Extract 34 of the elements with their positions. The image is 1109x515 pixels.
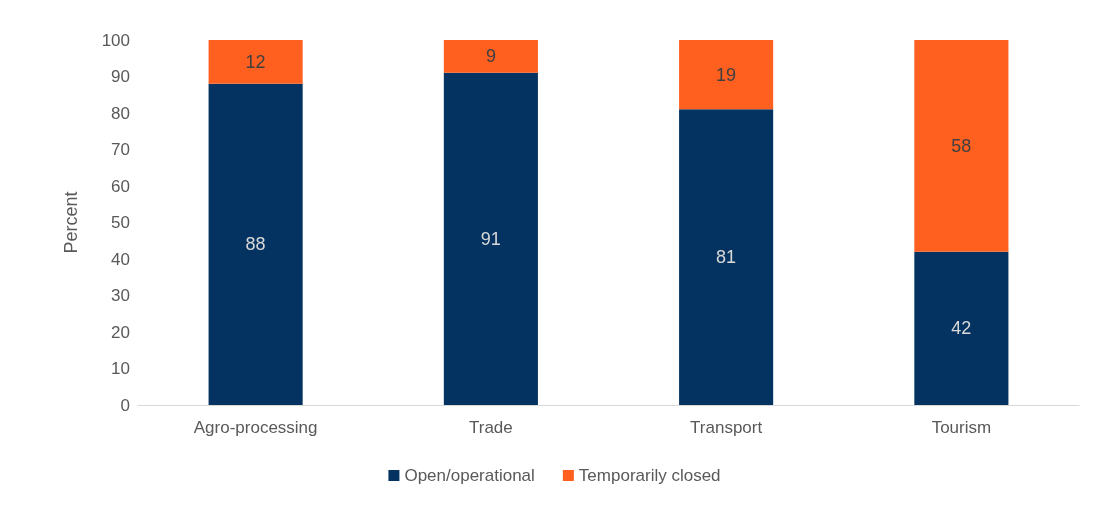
x-tick-label: Transport (690, 418, 763, 437)
y-tick-label: 100 (101, 30, 130, 50)
bar (443, 72, 538, 405)
bar (679, 40, 774, 110)
legend-label: Open/operational (404, 466, 535, 485)
x-tick-label: Trade (468, 418, 513, 437)
y-tick-label: 40 (111, 249, 130, 269)
bar (208, 40, 303, 84)
bar (679, 109, 774, 405)
bar (443, 40, 538, 73)
x-tick-label: Tourism (931, 418, 992, 437)
bar (914, 251, 1009, 405)
legend-label: Temporarily closed (578, 466, 721, 485)
bar (914, 40, 1009, 252)
y-tick-label: 80 (111, 103, 130, 123)
data-label: 9 (485, 46, 496, 67)
y-tick-label: 0 (120, 395, 130, 415)
data-label: 19 (716, 64, 737, 85)
data-label: 81 (716, 247, 737, 268)
data-label: 88 (245, 234, 266, 255)
y-tick-label: 20 (111, 322, 130, 342)
y-tick-label: 70 (111, 140, 130, 159)
bar (208, 83, 303, 405)
y-tick-label: 90 (111, 67, 130, 86)
data-label: 91 (480, 228, 501, 249)
y-tick-label: 60 (111, 176, 130, 196)
y-tick-label: 50 (111, 213, 130, 232)
data-label: 58 (951, 135, 972, 156)
data-label: 12 (245, 51, 266, 72)
data-label: 42 (951, 318, 972, 339)
y-tick-label: 10 (111, 359, 130, 378)
y-axis-title: Percent (61, 191, 81, 254)
y-tick-label: 30 (111, 286, 130, 305)
x-tick-label: Agro-processing (193, 418, 318, 437)
